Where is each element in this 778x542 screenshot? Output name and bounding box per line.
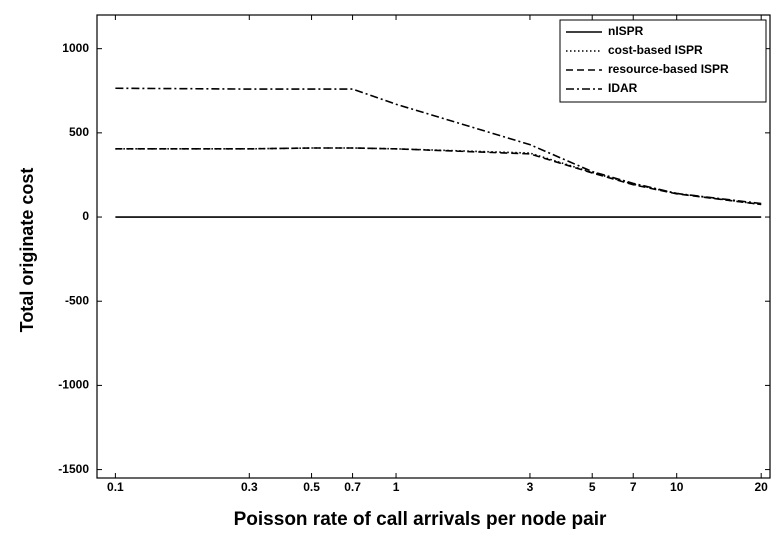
x-axis-label: Poisson rate of call arrivals per node p… (234, 509, 607, 530)
x-tick-label: 10 (670, 480, 684, 494)
chart: Poisson rate of call arrivals per node p… (0, 0, 778, 542)
x-tick-label: 7 (630, 480, 637, 494)
y-axis-label: Total originate cost (17, 168, 37, 333)
legend-label: IDAR (608, 81, 638, 95)
legend-label: resource-based ISPR (608, 62, 729, 76)
x-tick-label: 0.1 (107, 480, 124, 494)
x-tick-label: 0.7 (344, 480, 361, 494)
y-tick-label: 0 (82, 209, 89, 223)
y-tick-label: -1000 (58, 378, 89, 392)
y-tick-label: -500 (65, 293, 89, 307)
legend-label: nISPR (608, 24, 644, 38)
x-tick-label: 0.3 (241, 480, 258, 494)
y-tick-label: 500 (69, 125, 89, 139)
x-tick-label: 3 (527, 480, 534, 494)
x-tick-label: 20 (755, 480, 769, 494)
x-tick-label: 0.5 (303, 480, 320, 494)
x-tick-label: 1 (393, 480, 400, 494)
y-tick-label: -1500 (58, 462, 89, 476)
legend-label: cost-based ISPR (608, 43, 703, 57)
y-tick-label: 1000 (62, 41, 89, 55)
x-tick-label: 5 (589, 480, 596, 494)
